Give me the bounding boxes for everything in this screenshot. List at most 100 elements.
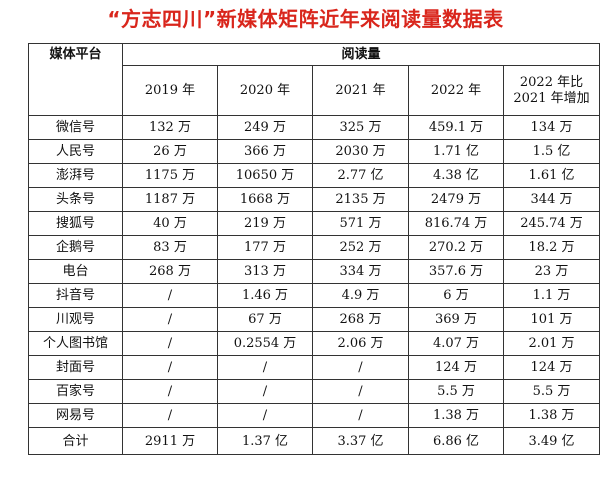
value-cell-2022: 357.6 万	[408, 259, 504, 284]
value-cell-2022: 1.71 亿	[408, 139, 504, 164]
value-cell-2019: /	[122, 307, 218, 332]
value-cell-2022: 459.1 万	[408, 115, 504, 140]
value-cell-2021: 334 万	[312, 259, 409, 284]
total-cell-2021: 3.37 亿	[312, 427, 409, 455]
value-cell-2020: 1.46 万	[217, 283, 313, 308]
value-cell-2022: 816.74 万	[408, 211, 504, 236]
value-cell-2021: 325 万	[312, 115, 409, 140]
header-year-2021: 2021 年	[312, 65, 409, 116]
value-cell-2021: 2.77 亿	[312, 163, 409, 188]
value-cell-2020: 0.2554 万	[217, 331, 313, 356]
value-cell-2022: 4.07 万	[408, 331, 504, 356]
value-cell-growth: 1.1 万	[502, 283, 601, 308]
table-row: 人民号 26 万 366 万 2030 万 1.71 亿 1.5 亿	[28, 139, 601, 164]
value-cell-2022: 124 万	[408, 355, 504, 380]
value-cell-2020: 313 万	[217, 259, 313, 284]
platform-cell: 网易号	[28, 403, 123, 428]
value-cell-2022: 2479 万	[408, 187, 504, 212]
value-cell-2020: 177 万	[217, 235, 313, 260]
value-cell-2020: /	[217, 355, 313, 380]
value-cell-2019: 268 万	[122, 259, 218, 284]
value-cell-growth: 134 万	[502, 115, 601, 140]
value-cell-2020: 10650 万	[217, 163, 313, 188]
value-cell-2019: 1187 万	[122, 187, 218, 212]
value-cell-growth: 124 万	[502, 355, 601, 380]
total-label: 合计	[28, 427, 123, 455]
value-cell-2020: 366 万	[217, 139, 313, 164]
value-cell-2021: 2135 万	[312, 187, 409, 212]
total-row: 合计 2911 万 1.37 亿 3.37 亿 6.86 亿 3.49 亿	[28, 427, 601, 455]
total-cell-growth: 3.49 亿	[502, 427, 601, 455]
value-cell-2022: 1.38 万	[408, 403, 504, 428]
value-cell-growth: 1.5 亿	[502, 139, 601, 164]
value-cell-2021: 4.9 万	[312, 283, 409, 308]
value-cell-2020: 249 万	[217, 115, 313, 140]
table-row: 百家号 / / / 5.5 万 5.5 万	[28, 379, 601, 404]
value-cell-growth: 5.5 万	[502, 379, 601, 404]
header-row-2: 2019 年 2020 年 2021 年 2022 年 2022 年比 2021…	[29, 65, 601, 116]
value-cell-2022: 5.5 万	[408, 379, 504, 404]
value-cell-2020: 219 万	[217, 211, 313, 236]
table-row: 个人图书馆 / 0.2554 万 2.06 万 4.07 万 2.01 万	[28, 331, 601, 356]
value-cell-2021: 571 万	[312, 211, 409, 236]
header-growth-line2: 2021 年增加	[513, 90, 590, 106]
platform-cell: 微信号	[28, 115, 123, 140]
value-cell-2022: 4.38 亿	[408, 163, 504, 188]
value-cell-2019: 132 万	[122, 115, 218, 140]
value-cell-2021: /	[312, 379, 409, 404]
platform-cell: 百家号	[28, 379, 123, 404]
table-row: 搜狐号 40 万 219 万 571 万 816.74 万 245.74 万	[28, 211, 601, 236]
header-read-count: 阅读量	[121, 43, 601, 66]
value-cell-2020: 1668 万	[217, 187, 313, 212]
value-cell-2022: 6 万	[408, 283, 504, 308]
header-year-2019: 2019 年	[122, 65, 218, 116]
header-row-1: 媒体平台 阅读量	[28, 43, 601, 116]
header-platform: 媒体平台	[28, 43, 123, 116]
value-cell-2022: 270.2 万	[408, 235, 504, 260]
value-cell-2019: /	[122, 355, 218, 380]
value-cell-2019: 26 万	[122, 139, 218, 164]
value-cell-2020: /	[217, 403, 313, 428]
value-cell-2020: 67 万	[217, 307, 313, 332]
value-cell-2021: /	[312, 355, 409, 380]
value-cell-growth: 18.2 万	[502, 235, 601, 260]
platform-cell: 电台	[28, 259, 123, 284]
value-cell-growth: 245.74 万	[502, 211, 601, 236]
value-cell-2021: 2030 万	[312, 139, 409, 164]
data-table: 媒体平台 阅读量 2019 年 2020 年 2021 年 2022 年 202…	[28, 43, 601, 455]
table-row: 封面号 / / / 124 万 124 万	[28, 355, 601, 380]
value-cell-growth: 1.61 亿	[502, 163, 601, 188]
table-row: 头条号 1187 万 1668 万 2135 万 2479 万 344 万	[28, 187, 601, 212]
value-cell-2021: 2.06 万	[312, 331, 409, 356]
platform-cell: 个人图书馆	[28, 331, 123, 356]
platform-cell: 川观号	[28, 307, 123, 332]
platform-cell: 抖音号	[28, 283, 123, 308]
value-cell-2021: 268 万	[312, 307, 409, 332]
value-cell-2019: 83 万	[122, 235, 218, 260]
platform-cell: 搜狐号	[28, 211, 123, 236]
header-year-2022: 2022 年	[408, 65, 504, 116]
value-cell-growth: 1.38 万	[502, 403, 601, 428]
platform-cell: 澎湃号	[28, 163, 123, 188]
platform-cell: 封面号	[28, 355, 123, 380]
table-row: 抖音号 / 1.46 万 4.9 万 6 万 1.1 万	[28, 283, 601, 308]
value-cell-2019: 1175 万	[122, 163, 218, 188]
total-cell-2022: 6.86 亿	[408, 427, 504, 455]
value-cell-growth: 23 万	[502, 259, 601, 284]
total-cell-2020: 1.37 亿	[217, 427, 313, 455]
value-cell-2019: /	[122, 403, 218, 428]
value-cell-growth: 101 万	[502, 307, 601, 332]
header-growth: 2022 年比 2021 年增加	[502, 65, 601, 116]
value-cell-2019: /	[122, 283, 218, 308]
platform-cell: 头条号	[28, 187, 123, 212]
header-year-2020: 2020 年	[217, 65, 313, 116]
value-cell-2019: /	[122, 331, 218, 356]
table-row: 电台 268 万 313 万 334 万 357.6 万 23 万	[28, 259, 601, 284]
value-cell-2021: /	[312, 403, 409, 428]
value-cell-2019: /	[122, 379, 218, 404]
table-row: 川观号 / 67 万 268 万 369 万 101 万	[28, 307, 601, 332]
table-row: 企鹅号 83 万 177 万 252 万 270.2 万 18.2 万	[28, 235, 601, 260]
platform-cell: 人民号	[28, 139, 123, 164]
value-cell-2021: 252 万	[312, 235, 409, 260]
page-title: “方志四川”新媒体矩阵近年来阅读量数据表	[107, 7, 504, 31]
